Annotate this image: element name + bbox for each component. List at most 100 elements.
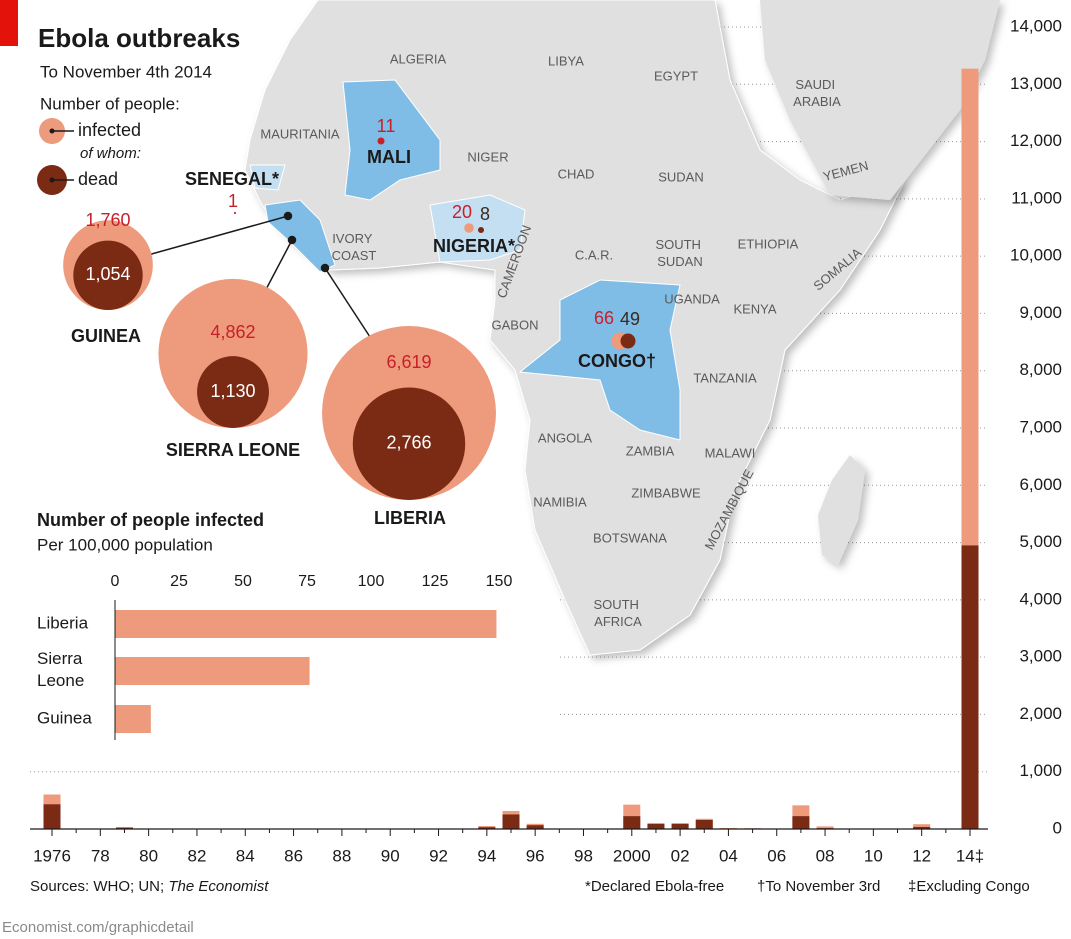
country-label: C.A.R. bbox=[575, 247, 613, 262]
connector-dot bbox=[320, 263, 330, 273]
note: *Declared Ebola-free bbox=[585, 878, 724, 895]
country-label: EGYPT bbox=[654, 68, 698, 83]
bubble-infected bbox=[464, 223, 474, 233]
bubble-infected bbox=[233, 211, 237, 215]
y-tick-label: 9,000 bbox=[1019, 303, 1062, 322]
country-label: BOTSWANA bbox=[593, 530, 667, 545]
country-label: TANZANIA bbox=[693, 370, 757, 385]
column bbox=[961, 545, 979, 829]
x-tick-label: 80 bbox=[139, 846, 158, 865]
value-label: 49 bbox=[620, 309, 640, 329]
brand-tag bbox=[0, 0, 18, 46]
y-tick-label: 12,000 bbox=[1010, 131, 1062, 150]
arabia bbox=[760, 0, 1000, 200]
y-tick-label: 5,000 bbox=[1019, 532, 1062, 551]
congo bbox=[518, 279, 681, 441]
x-tick-label: 86 bbox=[284, 846, 303, 865]
column bbox=[502, 814, 520, 829]
y-tick-label: 11,000 bbox=[1011, 188, 1062, 207]
x-tick-label: 75 bbox=[298, 573, 316, 590]
y-tick-label: 8,000 bbox=[1019, 360, 1062, 379]
y-tick-label: 2,000 bbox=[1019, 704, 1062, 723]
x-tick-label: 2000 bbox=[613, 846, 651, 865]
country-label: ALGERIA bbox=[390, 51, 447, 66]
y-tick-label: 7,000 bbox=[1019, 417, 1062, 436]
column bbox=[115, 827, 133, 829]
y-tick-label: 0 bbox=[1053, 818, 1062, 837]
connector bbox=[324, 267, 373, 341]
connector-dot bbox=[283, 211, 293, 221]
x-tick-label: 98 bbox=[574, 846, 593, 865]
x-tick-label: 125 bbox=[422, 573, 449, 590]
x-tick-label: 06 bbox=[767, 846, 786, 865]
country-label: ZAMBIA bbox=[626, 443, 675, 458]
column bbox=[478, 827, 496, 829]
country-name: SENEGAL* bbox=[185, 169, 279, 189]
legend-note: of whom: bbox=[80, 145, 141, 162]
bubble-dead bbox=[197, 356, 269, 428]
bubble-dead bbox=[352, 387, 466, 500]
column bbox=[623, 816, 641, 829]
country-label: IVORY COAST bbox=[332, 231, 377, 263]
connector-dot bbox=[287, 235, 297, 245]
bubble-dead bbox=[620, 333, 636, 349]
country-label: LIBYA bbox=[548, 53, 584, 68]
country-name: CONGO† bbox=[578, 351, 656, 371]
column bbox=[913, 826, 931, 829]
bar bbox=[115, 705, 151, 733]
value-label: 11 bbox=[377, 116, 396, 136]
country-label: ETHIOPIA bbox=[738, 236, 799, 251]
y-tick-label: 3,000 bbox=[1019, 647, 1062, 666]
x-tick-label: 08 bbox=[816, 846, 835, 865]
country-label: KENYA bbox=[733, 301, 776, 316]
country-label: SUDAN bbox=[658, 169, 704, 184]
category-label: Guinea bbox=[37, 708, 92, 727]
column bbox=[816, 826, 834, 829]
bubble-infected bbox=[377, 137, 385, 145]
value-label: 1,054 bbox=[85, 264, 130, 284]
nigeria bbox=[429, 194, 526, 263]
value-label: 8 bbox=[480, 204, 490, 224]
x-tick-label: 25 bbox=[170, 573, 188, 590]
legend-label: dead bbox=[78, 169, 118, 189]
x-tick-label: 1976 bbox=[33, 846, 71, 865]
country-name: GUINEA bbox=[71, 326, 141, 346]
y-tick-label: 14,000 bbox=[1010, 16, 1062, 35]
value-label: 4,862 bbox=[210, 322, 255, 342]
country-label: ANGOLA bbox=[538, 430, 593, 445]
country-name: SIERRA LEONE bbox=[166, 440, 300, 460]
credit: Economist.com/graphicdetail bbox=[2, 919, 194, 936]
country-label: MALAWI bbox=[705, 445, 756, 460]
sources-italic: The Economist bbox=[168, 878, 269, 895]
y-tick-label: 10,000 bbox=[1010, 246, 1062, 265]
value-label: 2,766 bbox=[386, 433, 431, 453]
country-label: CHAD bbox=[558, 166, 595, 181]
x-tick-label: 04 bbox=[719, 846, 738, 865]
country-label: NAMIBIA bbox=[533, 494, 587, 509]
value-label: 66 bbox=[594, 308, 614, 328]
column bbox=[671, 823, 689, 829]
country-name: LIBERIA bbox=[374, 508, 446, 528]
note: †To November 3rd bbox=[757, 878, 880, 895]
country-name: MALI bbox=[367, 147, 411, 167]
bar bbox=[115, 610, 497, 638]
x-tick-label: 94 bbox=[477, 846, 496, 865]
x-tick-label: 02 bbox=[671, 846, 690, 865]
x-tick-label: 82 bbox=[187, 846, 206, 865]
title: Ebola outbreaks bbox=[38, 23, 240, 53]
column bbox=[695, 820, 713, 829]
country-label: ZIMBABWE bbox=[631, 485, 701, 500]
column bbox=[526, 825, 544, 829]
senegal bbox=[249, 164, 286, 191]
category-label: Sierra Leone bbox=[37, 649, 87, 690]
value-label: 1 bbox=[228, 191, 238, 211]
value-label: 1,130 bbox=[210, 381, 255, 401]
x-tick-label: 50 bbox=[234, 573, 252, 590]
country-name: NIGERIA* bbox=[433, 236, 515, 256]
bar-title: Number of people infected bbox=[37, 510, 264, 530]
value-label: 6,619 bbox=[386, 352, 431, 372]
category-label: Liberia bbox=[37, 613, 89, 632]
bubble-dead bbox=[477, 226, 485, 234]
country-label: NIGER bbox=[467, 149, 508, 164]
